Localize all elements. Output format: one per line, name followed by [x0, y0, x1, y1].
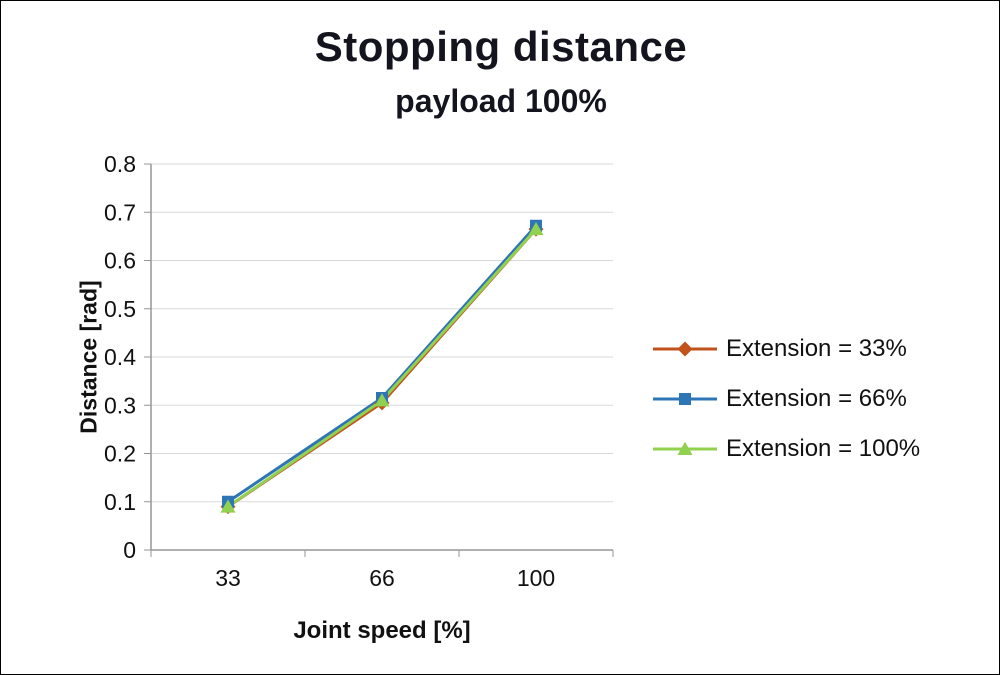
series-marker-triangle	[220, 499, 236, 513]
series-marker-triangle	[374, 393, 390, 407]
y-tick-label: 0.1	[104, 489, 136, 515]
series-line	[226, 227, 538, 509]
chart-title: Stopping distance	[314, 23, 688, 70]
legend-label: Extension = 66%	[726, 385, 907, 412]
x-tick-label: 66	[369, 565, 395, 591]
series-line	[226, 227, 538, 509]
series-marker-diamond	[677, 341, 693, 357]
y-tick-label: 0	[123, 537, 136, 563]
x-axis-title: Joint speed [%]	[293, 617, 471, 644]
legend-item: Extension = 33%	[653, 335, 920, 363]
legend-item: Extension = 66%	[653, 385, 920, 413]
series-line	[226, 224, 538, 504]
legend-swatch	[653, 441, 717, 455]
series-marker-square	[679, 393, 691, 405]
x-tick-label: 100	[517, 565, 555, 591]
legend-item: Extension = 100%	[653, 435, 920, 463]
y-tick-label: 0.8	[104, 151, 136, 177]
y-tick-label: 0.6	[104, 248, 136, 274]
y-tick-label: 0.4	[104, 344, 136, 370]
y-axis-title: Distance [rad]	[75, 280, 102, 434]
series-marker-triangle	[677, 441, 693, 455]
legend-swatch	[653, 393, 717, 405]
legend-label: Extension = 33%	[726, 335, 907, 362]
chart-subtitle: payload 100%	[395, 83, 607, 119]
y-tick-label: 0.7	[104, 199, 136, 225]
y-tick-label: 0.3	[104, 392, 136, 418]
y-tick-label: 0.5	[104, 296, 136, 322]
y-tick-label: 0.2	[104, 441, 136, 467]
x-tick-label: 33	[215, 565, 241, 591]
legend: Extension = 33% Extension = 66% Extension …	[653, 335, 920, 463]
legend-swatch	[653, 341, 717, 357]
legend-label: Extension = 100%	[726, 435, 921, 462]
series-marker-triangle	[528, 221, 544, 236]
